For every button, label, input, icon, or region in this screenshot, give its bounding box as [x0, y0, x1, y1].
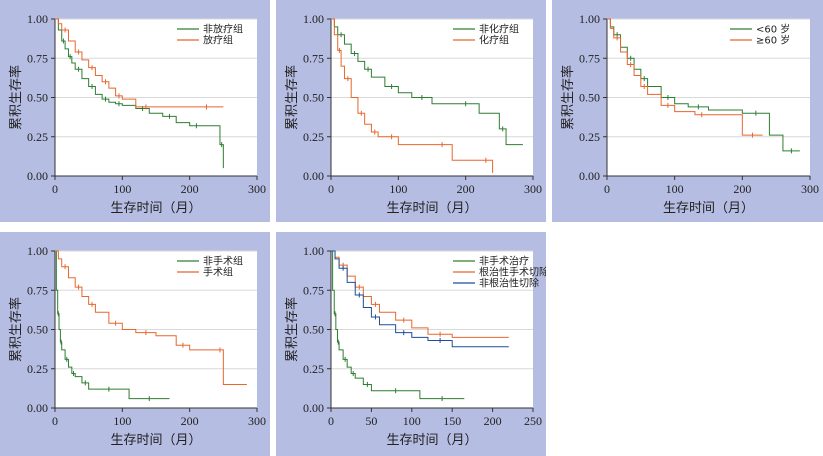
- legend-label-2: 非根治性切除: [479, 277, 539, 290]
- legend-label-1: ≥60 岁: [756, 34, 790, 47]
- x-tick-label: 200: [733, 182, 751, 196]
- y-tick-label: 0.50: [27, 323, 48, 337]
- legend-label-0: 非放疗组: [203, 23, 243, 36]
- y-tick-label: 0.25: [579, 130, 600, 144]
- y-tick-label: 1.00: [303, 244, 324, 258]
- x-tick-label: 200: [181, 182, 199, 196]
- y-tick-label: 0.75: [303, 283, 324, 297]
- survival-curve-1: [55, 250, 247, 385]
- legend-label-0: 非手术组: [203, 255, 243, 268]
- y-tick-label: 0.75: [27, 51, 48, 65]
- x-tick-label: 300: [801, 182, 819, 196]
- y-tick-label: 0.75: [579, 51, 600, 65]
- x-tick-label: 300: [524, 182, 542, 196]
- x-axis-title: 生存时间（月）: [110, 201, 201, 216]
- legend-label-1: 化疗组: [479, 34, 509, 47]
- y-tick-label: 0.00: [27, 169, 48, 183]
- survival-curve-1: [607, 18, 763, 136]
- y-tick-label: 0.25: [303, 362, 324, 376]
- x-tick-label: 0: [604, 182, 610, 196]
- x-tick-label: 200: [484, 414, 502, 428]
- km-chart-age: 0.00 0.25 0.50 0.75 1.00 0 100 200 300 生存时间（月） 累积生…: [560, 12, 819, 216]
- legend-label-0: <60 岁: [756, 23, 790, 36]
- legend-label-0: 非化疗组: [479, 23, 519, 36]
- y-tick-label: 1.00: [579, 12, 600, 26]
- legend-label-1: 放疗组: [203, 34, 233, 47]
- y-tick-label: 0.00: [303, 169, 324, 183]
- x-axis-title: 生存时间（月）: [110, 433, 201, 448]
- y-axis-title: 累积生存率: [284, 65, 300, 130]
- y-axis-title: 累积生存率: [8, 297, 24, 362]
- y-tick-label: 0.25: [303, 130, 324, 144]
- x-tick-label: 0: [328, 414, 334, 428]
- x-tick-label: 300: [248, 414, 266, 428]
- km-chart-treatment: 0.00 0.25 0.50 0.75 1.00 0 50 100 150 200 250 生存时间（…: [284, 244, 546, 448]
- x-tick-label: 200: [181, 414, 199, 428]
- y-tick-label: 0.00: [27, 401, 48, 415]
- y-tick-label: 0.75: [27, 283, 48, 297]
- y-tick-label: 1.00: [303, 12, 324, 26]
- km-panel-surgery: 0.00 0.25 0.50 0.75 1.00 0 100 200 300 生存时间（月） 累积生…: [0, 232, 270, 456]
- km-panel-age: 0.00 0.25 0.50 0.75 1.00 0 100 200 300 生存时间（月） 累积生…: [552, 0, 823, 222]
- km-panel-chemotherapy: 0.00 0.25 0.50 0.75 1.00 0 100 200 300 生存时间（月） 累积生…: [276, 0, 546, 222]
- y-tick-label: 0.50: [303, 323, 324, 337]
- y-tick-label: 0.00: [303, 401, 324, 415]
- x-tick-label: 300: [248, 182, 266, 196]
- x-tick-label: 100: [113, 414, 131, 428]
- y-tick-label: 0.50: [27, 91, 48, 105]
- x-tick-label: 50: [365, 414, 377, 428]
- x-axis-title: 生存时间（月）: [663, 201, 754, 216]
- legend-label-1: 根治性手术切除: [479, 266, 546, 279]
- survival-curve-0: [607, 18, 800, 152]
- y-tick-label: 0.50: [579, 91, 600, 105]
- x-tick-label: 250: [524, 414, 542, 428]
- x-tick-label: 100: [113, 182, 131, 196]
- legend-label-0: 非手术治疗: [479, 255, 529, 268]
- y-tick-label: 1.00: [27, 12, 48, 26]
- y-tick-label: 0.50: [303, 91, 324, 105]
- y-tick-label: 0.00: [579, 169, 600, 183]
- km-chart-surgery: 0.00 0.25 0.50 0.75 1.00 0 100 200 300 生存时间（月） 累积生…: [8, 244, 266, 448]
- km-chart-chemotherapy: 0.00 0.25 0.50 0.75 1.00 0 100 200 300 生存时间（月） 累积生…: [284, 12, 542, 216]
- x-tick-label: 200: [457, 182, 475, 196]
- survival-curve-0: [331, 18, 523, 146]
- x-tick-label: 0: [328, 182, 334, 196]
- x-tick-label: 150: [443, 414, 461, 428]
- x-tick-label: 0: [52, 182, 58, 196]
- y-axis-title: 累积生存率: [8, 65, 24, 130]
- survival-curve-2: [331, 250, 509, 348]
- x-tick-label: 0: [52, 414, 58, 428]
- y-tick-label: 0.25: [27, 130, 48, 144]
- km-chart-radiotherapy: 0.00 0.25 0.50 0.75 1.00 0 100 200 300 生存时间（月） 累积生…: [8, 12, 266, 216]
- legend-label-1: 手术组: [203, 266, 233, 279]
- y-axis-title: 累积生存率: [284, 297, 300, 362]
- y-tick-label: 0.25: [27, 362, 48, 376]
- y-axis-title: 累积生存率: [560, 65, 576, 130]
- x-tick-label: 100: [403, 414, 421, 428]
- y-tick-label: 0.75: [303, 51, 324, 65]
- x-axis-title: 生存时间（月）: [386, 201, 477, 216]
- x-axis-title: 生存时间（月）: [386, 433, 477, 448]
- x-tick-label: 100: [666, 182, 684, 196]
- km-panel-treatment: 0.00 0.25 0.50 0.75 1.00 0 50 100 150 200 250 生存时间（…: [276, 232, 546, 456]
- y-tick-label: 1.00: [27, 244, 48, 258]
- x-tick-label: 100: [389, 182, 407, 196]
- km-panel-radiotherapy: 0.00 0.25 0.50 0.75 1.00 0 100 200 300 生存时间（月） 累积生…: [0, 0, 270, 222]
